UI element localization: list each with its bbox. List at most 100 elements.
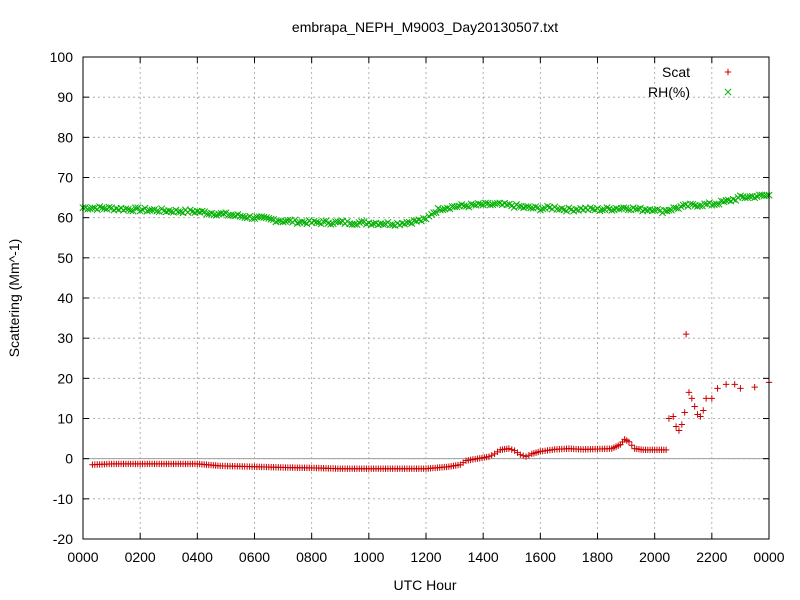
legend-marker-scat — [724, 68, 732, 76]
rh-point — [696, 202, 704, 210]
rh-point — [648, 207, 656, 215]
legend: Scat RH(%) — [648, 64, 732, 100]
scat-point — [517, 451, 524, 458]
rh-point — [105, 203, 113, 211]
y-tick-label: 80 — [57, 129, 73, 145]
rh-point — [603, 204, 611, 212]
rh-point — [532, 203, 540, 211]
x-tick-label: 2000 — [639, 549, 670, 565]
rh-point — [543, 202, 552, 210]
x-tick-label: 2200 — [696, 549, 727, 565]
rh-point — [167, 207, 175, 216]
scat-point — [737, 385, 744, 392]
x-tick-label: 1200 — [410, 549, 441, 565]
scat-point — [662, 446, 670, 454]
legend-label-rh: RH(%) — [648, 84, 690, 100]
x-tick-label: 0800 — [296, 549, 327, 565]
rh-point — [539, 205, 547, 213]
y-tick-label: 50 — [57, 250, 73, 266]
rh-point — [558, 204, 566, 213]
x-tick-label: 0000 — [753, 549, 784, 565]
rh-point — [293, 219, 301, 228]
scat-point — [702, 395, 710, 402]
rh-point — [219, 210, 228, 218]
scat-point — [751, 383, 758, 391]
y-tick-label: 30 — [57, 330, 73, 346]
x-axis-label: UTC Hour — [393, 577, 456, 593]
series-rh-points — [79, 191, 773, 229]
series-scat-points — [89, 330, 773, 472]
scat-point — [731, 381, 738, 388]
chart-title: embrapa_NEPH_M9003_Day20130507.txt — [292, 19, 558, 35]
plot-frame — [82, 56, 770, 540]
rh-point — [96, 203, 104, 211]
x-tick-label: 0400 — [182, 549, 213, 565]
rh-point — [453, 203, 461, 211]
scat-point — [681, 409, 688, 416]
rh-point — [122, 205, 130, 213]
legend-cross-icon — [724, 88, 732, 96]
rh-point — [720, 198, 728, 206]
legend-label-scat: Scat — [662, 64, 690, 80]
rh-point — [751, 194, 759, 202]
scat-point — [682, 330, 690, 338]
x-tick-label: 0200 — [125, 549, 156, 565]
rh-point — [367, 221, 375, 229]
legend-marker-rh — [724, 88, 732, 96]
rh-point — [420, 214, 428, 223]
rh-point — [134, 204, 142, 212]
rh-point — [291, 216, 299, 224]
rh-point — [598, 206, 606, 214]
rh-point — [358, 218, 366, 226]
rh-point — [165, 207, 173, 215]
y-tick-label: 60 — [57, 210, 73, 226]
rh-point — [729, 195, 737, 203]
rh-point — [298, 218, 306, 226]
scat-point — [675, 427, 683, 434]
scat-point — [714, 385, 721, 392]
scat-point — [685, 389, 693, 396]
legend-plus-icon — [724, 68, 732, 76]
y-tick-labels: -20 -10 0 10 20 30 40 50 60 70 80 90 100 — [50, 49, 74, 547]
rh-point — [744, 194, 752, 202]
rh-point — [265, 214, 273, 222]
rh-point — [689, 200, 697, 208]
y-tick-label: 0 — [65, 451, 73, 467]
rh-point — [239, 212, 247, 221]
rh-point — [439, 206, 447, 214]
rh-point — [672, 204, 680, 212]
scat-point — [485, 453, 493, 460]
scat-point — [697, 413, 704, 420]
rh-point — [474, 200, 482, 208]
rh-point — [327, 220, 335, 228]
y-tick-label: 70 — [57, 170, 73, 186]
rh-point — [679, 201, 687, 209]
rh-point — [198, 207, 206, 215]
scat-point — [525, 452, 533, 459]
scat-point — [688, 395, 696, 402]
scat-point — [505, 445, 513, 452]
rh-point — [88, 204, 97, 212]
rh-point — [462, 202, 471, 210]
y-axis-label: Scattering (Mm^-1) — [6, 239, 22, 358]
scat-point — [628, 442, 635, 449]
rh-point — [686, 200, 694, 208]
rh-point — [415, 216, 423, 224]
rh-point — [320, 217, 328, 225]
rh-point — [336, 218, 344, 226]
rh-point — [177, 208, 185, 216]
rh-point — [379, 220, 387, 228]
rh-point — [477, 200, 485, 208]
scat-point — [508, 446, 515, 453]
scat-point — [722, 381, 730, 388]
rh-point — [212, 211, 220, 219]
rh-point — [665, 206, 673, 214]
scat-point — [708, 395, 716, 402]
scat-point — [665, 415, 673, 422]
rh-point — [443, 204, 451, 212]
rh-point — [741, 194, 749, 202]
scat-point — [625, 438, 633, 445]
rh-point — [284, 216, 292, 225]
rh-point — [481, 199, 490, 207]
rh-point — [389, 221, 397, 229]
